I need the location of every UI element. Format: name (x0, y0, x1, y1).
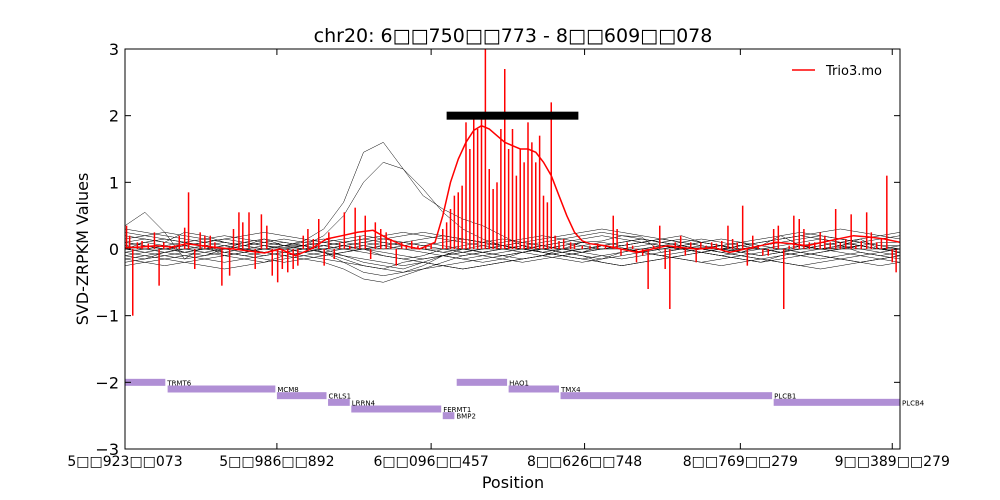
gene-bar (773, 398, 900, 406)
chart-title: chr20: 6□□750□□773 - 8□□609□□078 (314, 25, 713, 47)
gene-bar (167, 385, 276, 393)
legend-entry: Trio3.mo (825, 64, 882, 79)
y-tick-label: −3 (95, 440, 119, 459)
x-tick-label: 8□□626□□748 (527, 454, 642, 470)
gene-bar (328, 398, 350, 406)
gene-label: PLCB1 (774, 393, 796, 401)
gene-bar (276, 392, 327, 400)
gene-label: TRMT6 (166, 379, 191, 387)
y-axis: −3 −2 −1 0 1 2 3 (95, 40, 900, 459)
background-series-line (125, 232, 900, 266)
x-tick-label: 5□□923□□073 (67, 454, 182, 470)
x-tick-label: 5□□986□□892 (219, 454, 334, 470)
y-tick-label: 2 (109, 107, 119, 126)
x-tick-label: 6□□096□□457 (373, 454, 488, 470)
background-series-line (125, 242, 900, 273)
gene-label: TMX4 (560, 386, 581, 394)
gene-bar (560, 392, 773, 400)
gene-label: LRRN4 (352, 399, 376, 407)
gene-label: HAO1 (509, 379, 529, 387)
plot-content (125, 49, 900, 420)
gene-label: FERMT1 (443, 406, 471, 414)
y-tick-label: −1 (95, 307, 119, 326)
gene-bar (351, 405, 442, 413)
gene-bar (508, 385, 559, 393)
x-tick-label: 9□□389□□279 (835, 454, 950, 470)
x-axis-label: Position (482, 473, 544, 492)
x-tick-label: 8□□769□□279 (683, 454, 798, 470)
gene-bar (125, 378, 166, 386)
call-region-bar (446, 111, 579, 120)
y-tick-label: 3 (109, 40, 119, 59)
gene-bar (456, 378, 508, 386)
x-axis: 5□□923□□073 5□□986□□892 6□□096□□457 8□□626□… (67, 49, 950, 470)
gene-label: CRLS1 (329, 393, 352, 401)
y-tick-label: −2 (95, 373, 119, 392)
highlight-series-line (125, 124, 900, 257)
legend: Trio3.mo (792, 64, 882, 79)
gene-label: PLCB4 (902, 399, 925, 407)
gene-label: MCM8 (277, 386, 298, 394)
y-tick-label: 0 (109, 240, 119, 259)
y-axis-label: SVD-ZRPKM Values (73, 173, 92, 326)
gene-label: BMP2 (456, 413, 476, 421)
background-series-line (125, 245, 900, 270)
y-tick-label: 1 (109, 173, 119, 192)
gene-bar (442, 412, 455, 420)
